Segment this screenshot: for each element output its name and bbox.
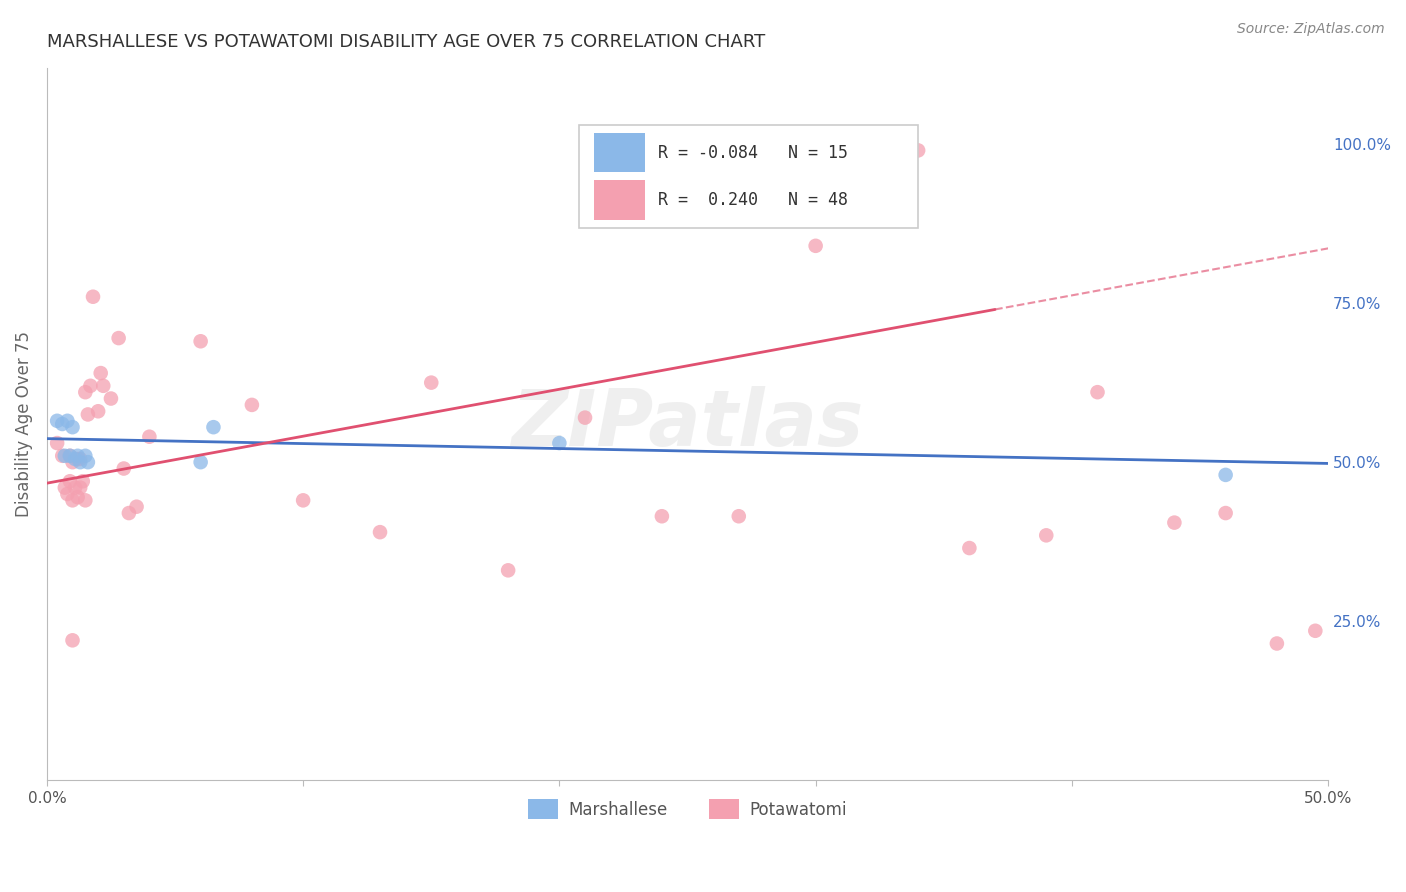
Point (1035, 528, 1057, 542)
Point (190, 455, 212, 469)
FancyBboxPatch shape (579, 125, 918, 228)
Bar (593, 133, 645, 172)
Point (56, 414, 79, 428)
Point (727, 509, 749, 524)
Point (118, 506, 141, 520)
Point (1265, 636, 1288, 650)
Point (292, 493, 315, 508)
Point (51, 449, 73, 463)
Point (1163, 516, 1185, 530)
Point (548, 436, 571, 450)
Point (63, 452, 86, 467)
Point (62, 633, 84, 648)
Bar (593, 180, 645, 219)
Point (77, 455, 100, 469)
Point (240, 398, 263, 412)
Point (496, 563, 519, 577)
Point (856, 144, 879, 158)
Point (957, 541, 980, 555)
Point (804, 239, 827, 253)
Point (138, 430, 160, 444)
Point (75, 493, 97, 508)
Point (368, 525, 391, 540)
Point (91, 379, 114, 393)
Point (202, 420, 225, 434)
Point (63, 481, 86, 495)
Point (53, 449, 76, 463)
Point (46, 414, 69, 428)
Point (69, 452, 91, 467)
Point (87, 404, 110, 418)
Point (574, 410, 596, 425)
Y-axis label: Disability Age Over 75: Disability Age Over 75 (15, 331, 32, 517)
Point (107, 331, 129, 345)
Text: MARSHALLESE VS POTAWATOMI DISABILITY AGE OVER 75 CORRELATION CHART: MARSHALLESE VS POTAWATOMI DISABILITY AGE… (46, 33, 765, 51)
Point (69, 455, 91, 469)
Point (100, 392, 122, 406)
Text: R =  0.240   N = 48: R = 0.240 N = 48 (658, 191, 848, 209)
Point (907, 144, 929, 158)
Text: Source: ZipAtlas.com: Source: ZipAtlas.com (1237, 22, 1385, 37)
Point (62, 455, 84, 469)
Point (77, 408, 100, 422)
Point (66, 452, 89, 467)
Point (1305, 624, 1327, 638)
Point (420, 376, 443, 390)
Point (69, 481, 91, 495)
Legend: Marshallese, Potawatomi: Marshallese, Potawatomi (522, 793, 853, 825)
Point (66, 449, 89, 463)
Point (79, 379, 101, 393)
Point (75, 449, 97, 463)
Point (62, 493, 84, 508)
Point (66, 490, 89, 504)
Point (56, 487, 79, 501)
Point (82, 290, 104, 304)
Point (51, 417, 73, 431)
Point (53, 481, 76, 495)
Point (1087, 385, 1109, 400)
Point (59, 449, 82, 463)
Point (1215, 506, 1237, 520)
Point (46, 436, 69, 450)
Point (59, 475, 82, 489)
Text: ZIPatlas: ZIPatlas (512, 386, 863, 462)
Point (59, 449, 82, 463)
Point (1215, 467, 1237, 482)
Point (125, 500, 148, 514)
Text: R = -0.084   N = 15: R = -0.084 N = 15 (658, 144, 848, 161)
Point (651, 509, 673, 524)
Point (90, 366, 112, 380)
Point (190, 334, 212, 349)
Point (112, 461, 135, 475)
Point (75, 385, 97, 400)
Point (62, 420, 84, 434)
Point (72, 475, 94, 489)
